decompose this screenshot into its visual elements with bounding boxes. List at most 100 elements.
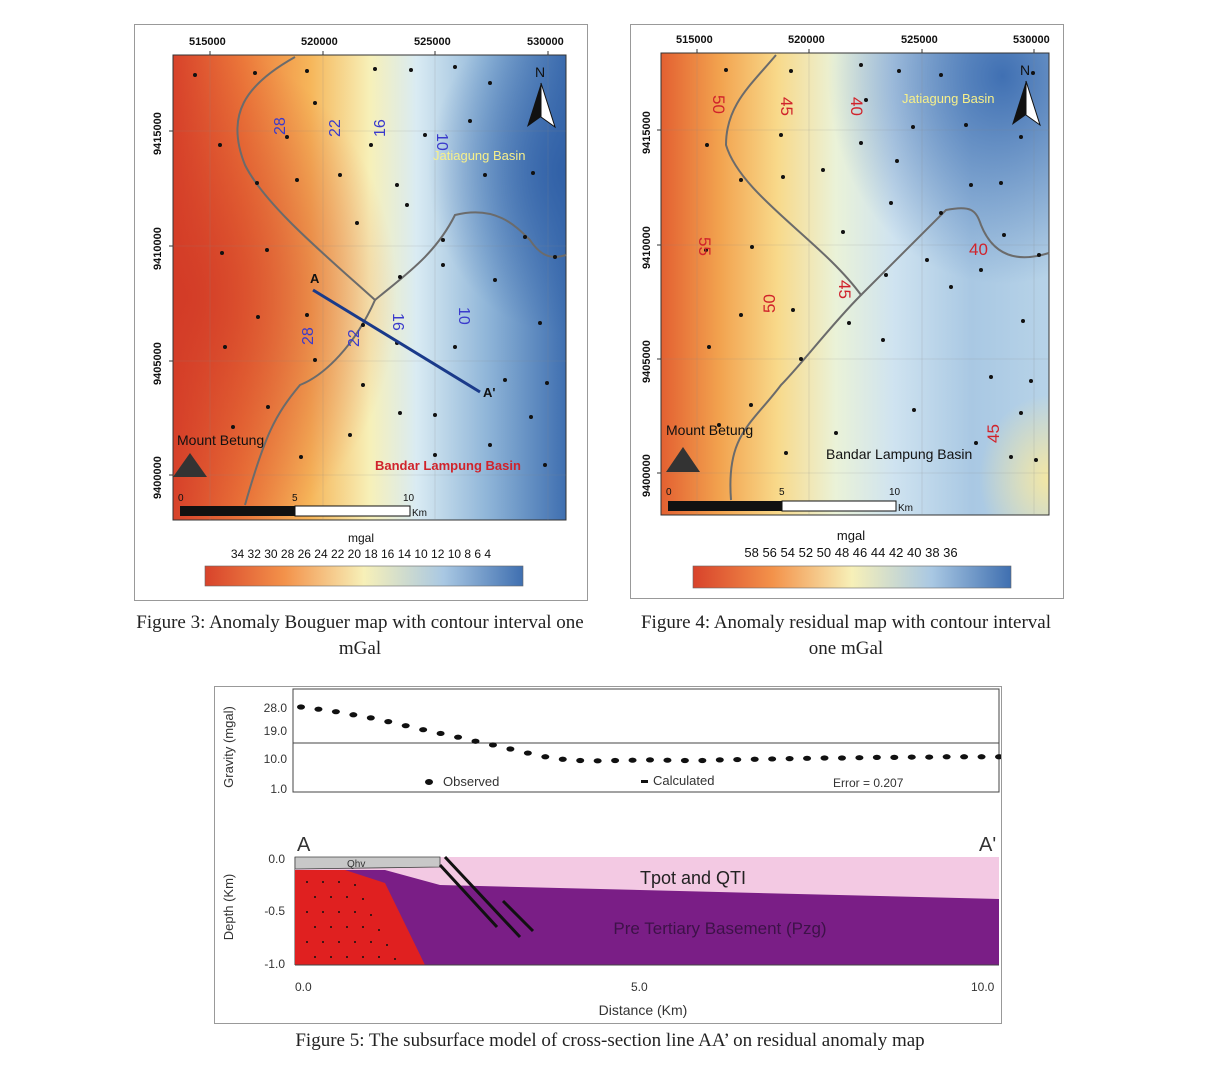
figure5-caption: Figure 5: The subsurface model of cross-… <box>295 1030 925 1051</box>
scale-bar: 0 5 10 Km <box>666 487 913 514</box>
figure4-caption: Figure 4: Anomaly residual map with cont… <box>640 612 1051 659</box>
observed-point <box>768 756 777 762</box>
qhv-layer <box>294 856 441 870</box>
station-dots <box>193 65 557 467</box>
colorbar-unit: mgal <box>837 528 865 543</box>
contour-label: 28 <box>272 117 289 135</box>
scale-bar: 0 5 10 Km <box>178 493 427 519</box>
jatiagung-basin-label: Jatiagung Basin <box>433 148 526 163</box>
mount-betung-label: Mount Betung <box>177 432 264 448</box>
observed-point <box>942 754 951 760</box>
north-arrow-icon: N <box>527 64 556 129</box>
colorbar <box>692 565 1012 589</box>
section-label-a-prime: A' <box>979 834 996 856</box>
calculated-point <box>402 724 409 728</box>
calculated-point <box>996 755 1002 759</box>
y-tick: 9405000 <box>152 342 164 385</box>
x-tick: 520000 <box>301 36 338 48</box>
contour-label: 40 <box>969 240 988 259</box>
bandar-lampung-label: Bandar Lampung Basin <box>375 458 521 473</box>
intrusion-pattern <box>306 881 396 960</box>
y-tick: 9415000 <box>641 111 653 154</box>
gravity-axis-label: Gravity (mgal) <box>221 706 236 788</box>
observed-point <box>314 706 323 712</box>
contour-label: 22 <box>346 329 363 347</box>
calculated-point <box>751 757 758 761</box>
contour-label: 28 <box>300 327 317 345</box>
calculated-point <box>332 710 339 714</box>
figure4-map: 50 45 40 55 50 45 40 45 Jatiagung Basin … <box>641 34 1050 589</box>
contour-label: 50 <box>709 95 728 114</box>
observed-point <box>803 755 812 761</box>
scale-zero: 0 <box>178 493 184 504</box>
mount-betung-label: Mount Betung <box>666 422 753 438</box>
observed-point <box>837 755 846 761</box>
gravity-tick: 1.0 <box>270 782 287 796</box>
north-label: N <box>535 64 545 80</box>
legend-observed: Observed <box>443 774 499 789</box>
x-tick: 530000 <box>1013 34 1050 46</box>
calculated-point <box>577 759 584 763</box>
calculated-point <box>786 757 793 761</box>
gravity-tick: 19.0 <box>264 724 288 738</box>
y-tick: 9405000 <box>641 340 653 383</box>
mountain-icon <box>173 453 207 477</box>
basement-label: Pre Tertiary Basement (Pzg) <box>613 919 826 938</box>
contour-label: 40 <box>847 97 866 116</box>
depth-tick: -1.0 <box>264 957 285 971</box>
scale-ten: 10 <box>889 487 901 498</box>
observed-point <box>488 742 497 748</box>
depth-tick: -0.5 <box>264 904 285 918</box>
legend-calculated-marker <box>641 780 648 783</box>
legend-calculated: Calculated <box>653 773 714 788</box>
figure5-chart: Gravity (mgal) Depth (Km) 28.0 19.0 10.0… <box>221 688 1003 1018</box>
figure4-frame: 50 45 40 55 50 45 40 45 Jatiagung Basin … <box>630 24 1064 599</box>
figure3-map: 28 22 16 10 28 22 16 10 A A' Jatiagung B… <box>152 36 567 587</box>
x-tick: 515000 <box>676 34 713 46</box>
scale-ten: 10 <box>403 493 415 504</box>
qhv-label: Qhv <box>347 859 365 870</box>
contour-label: 50 <box>760 294 779 313</box>
calculated-point <box>716 758 723 762</box>
tpot-label: Tpot and QTI <box>640 868 746 888</box>
gravity-series <box>297 704 1003 764</box>
scale-unit: Km <box>898 503 913 514</box>
y-tick: 9400000 <box>152 456 164 499</box>
calculated-point <box>437 731 444 735</box>
observed-point <box>872 754 881 760</box>
figure3-frame: 28 22 16 10 28 22 16 10 A A' Jatiagung B… <box>134 24 588 601</box>
calculated-point <box>647 758 653 762</box>
contour-label: 16 <box>389 313 406 331</box>
legend-observed-marker <box>425 779 433 785</box>
line-label-a-prime: A' <box>483 385 495 400</box>
y-tick: 9410000 <box>152 227 164 270</box>
distance-tick: 5.0 <box>631 980 648 994</box>
calculated-point <box>856 756 863 760</box>
observed-point <box>523 750 532 756</box>
station-dots <box>704 63 1041 462</box>
y-tick: 9415000 <box>152 112 164 155</box>
basement-layer <box>295 870 999 965</box>
observed-point <box>907 754 916 760</box>
observed-point <box>698 757 707 764</box>
calculated-point <box>961 755 968 759</box>
contour-label: 45 <box>777 97 796 116</box>
observed-point <box>384 719 393 725</box>
colorbar-values: 34 32 30 28 26 24 22 20 18 16 14 10 12 1… <box>231 547 492 561</box>
calculated-point <box>821 756 828 760</box>
figure3-caption: Figure 3: Anomaly Bouguer map with conto… <box>136 612 584 659</box>
contour-label: 45 <box>984 424 1003 443</box>
line-label-a: A <box>310 271 320 286</box>
contour-label: 16 <box>372 119 389 137</box>
depth-tick: 0.0 <box>268 852 285 866</box>
scale-five: 5 <box>779 487 785 498</box>
colorbar <box>204 565 524 587</box>
calculated-point <box>507 747 514 751</box>
contour-label: 10 <box>455 307 472 325</box>
jatiagung-basin-label: Jatiagung Basin <box>902 91 995 106</box>
gravity-tick: 10.0 <box>264 752 288 766</box>
calculated-point <box>681 759 688 763</box>
calculated-point <box>367 716 374 720</box>
contour-label: 45 <box>835 280 854 299</box>
observed-point <box>349 712 358 718</box>
